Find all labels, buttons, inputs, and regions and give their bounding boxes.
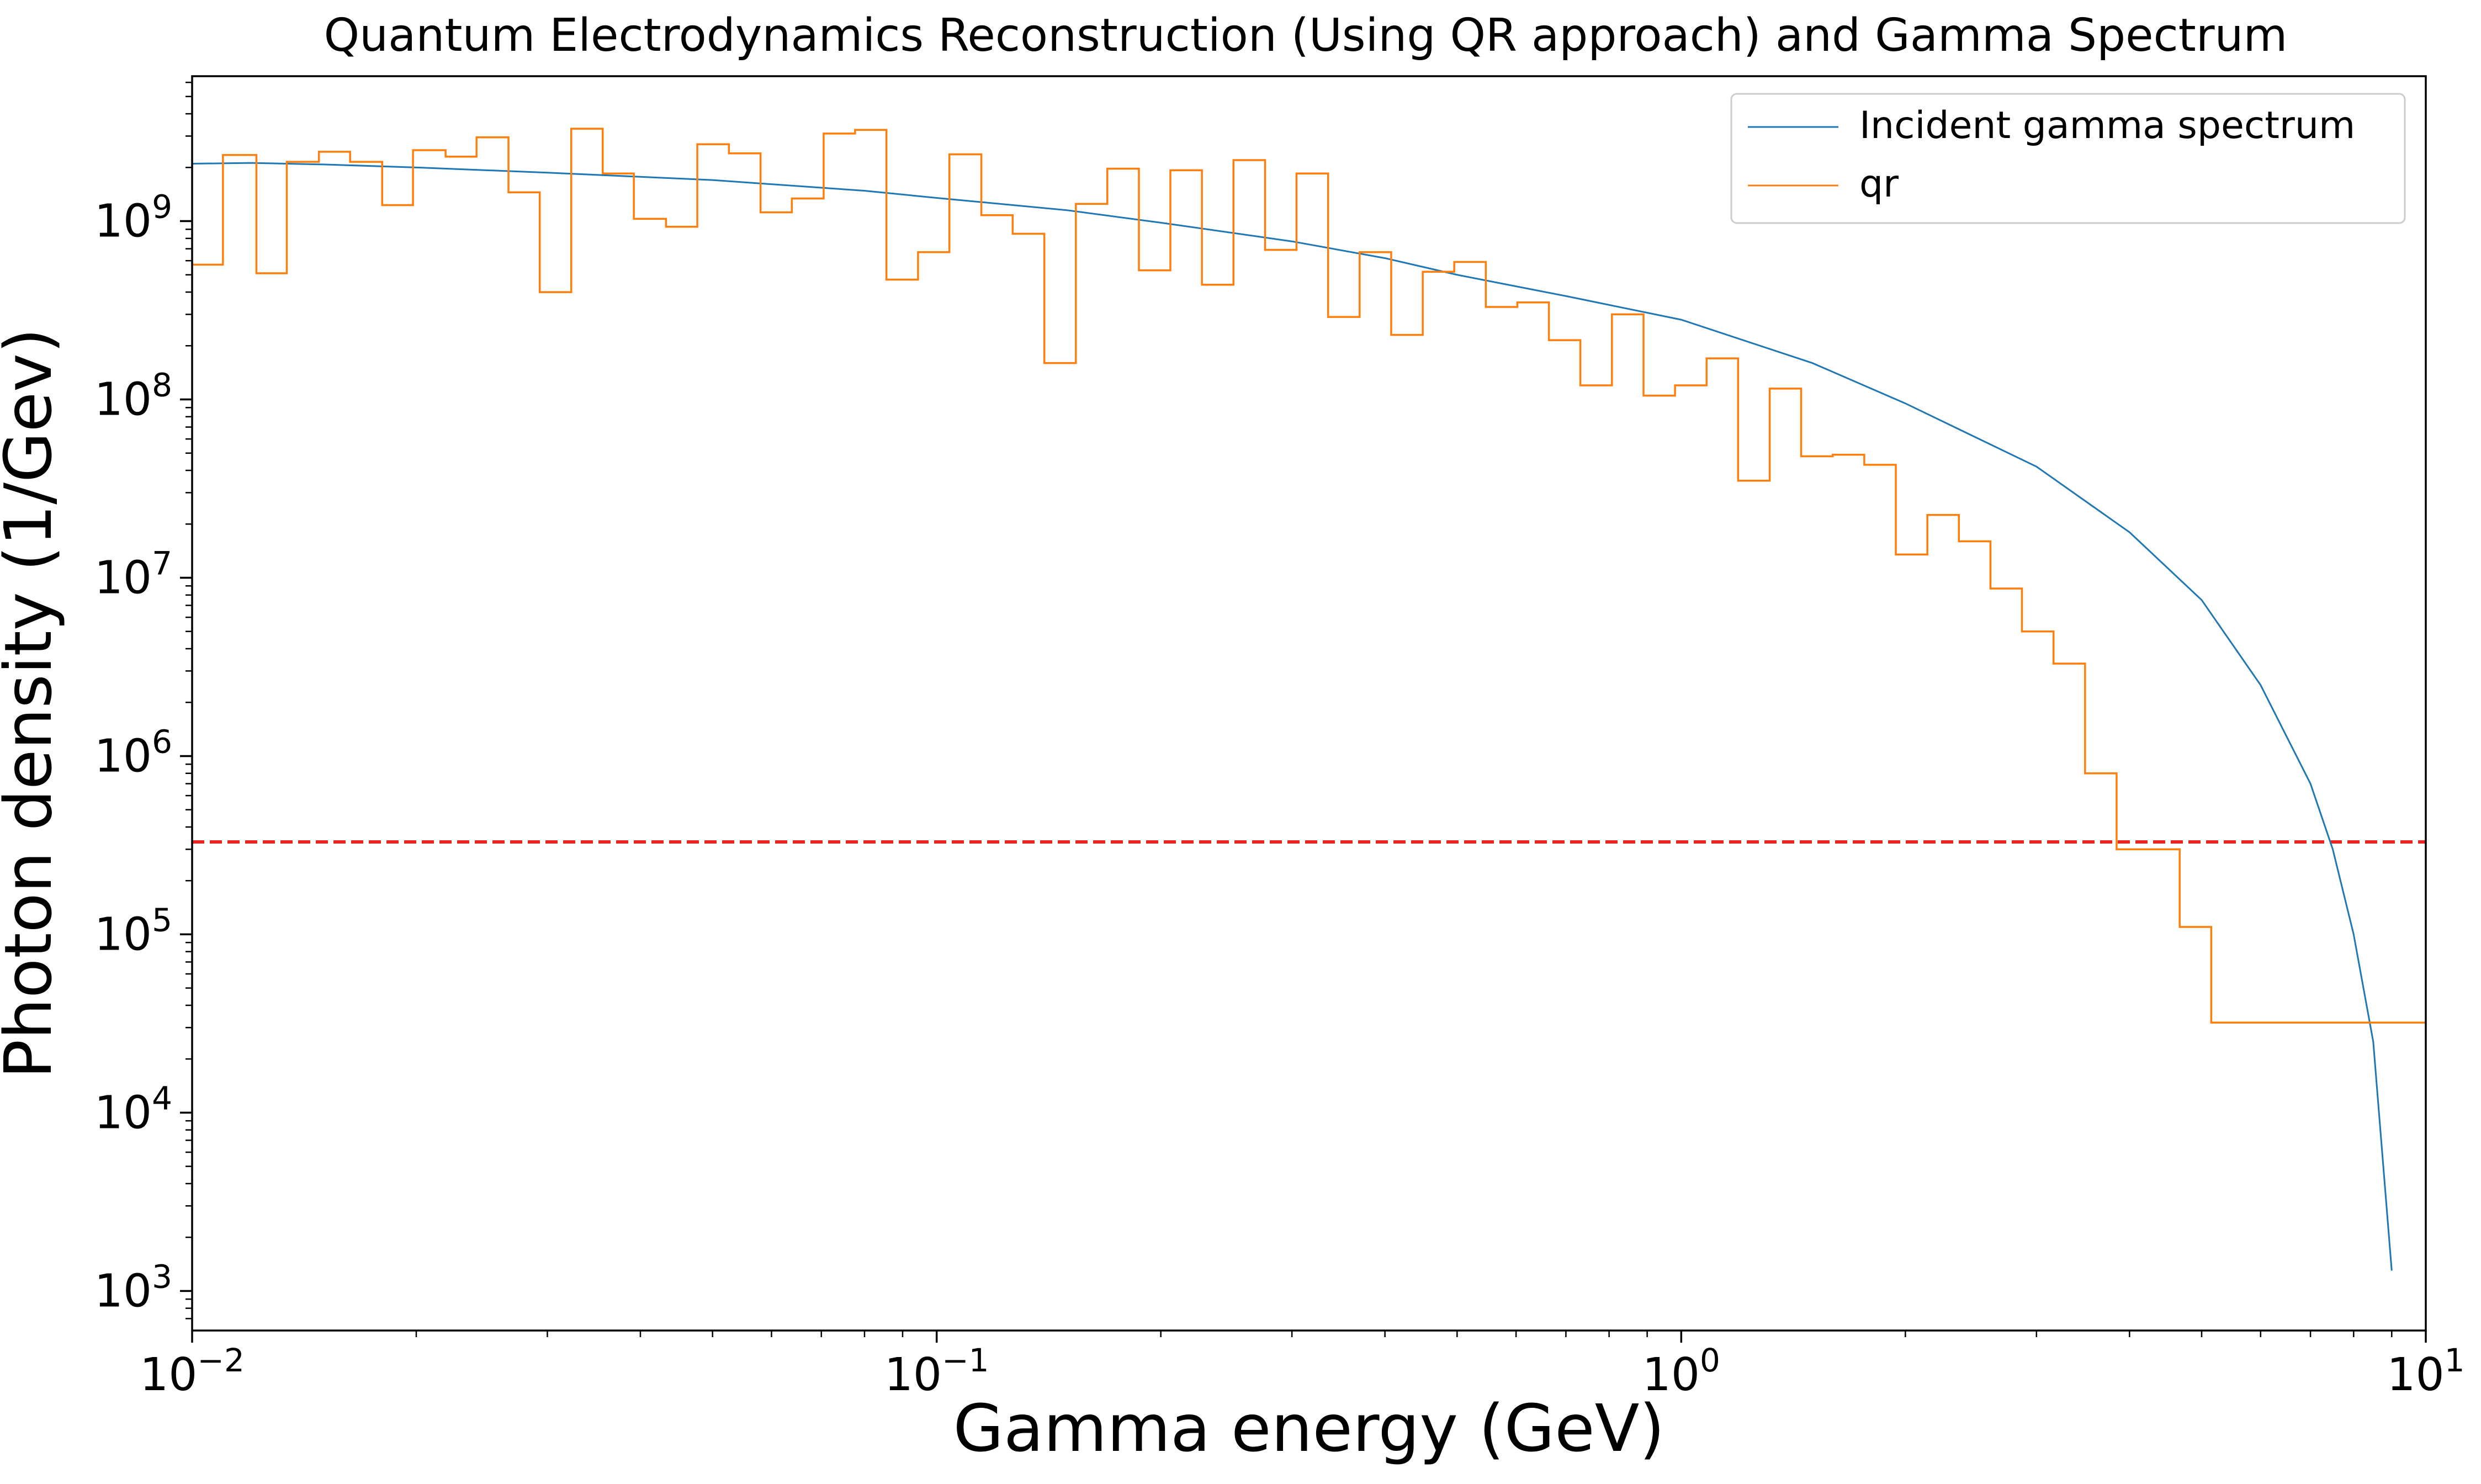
y-tick-label: 108 xyxy=(94,367,172,426)
legend: Incident gamma spectrum qr xyxy=(1730,93,2406,224)
plot-frame xyxy=(191,75,2427,1332)
y-axis-label: Photon density (1/Gev) xyxy=(0,328,66,1079)
legend-label-qr: qr xyxy=(1859,162,1899,206)
x-tick-label: 10−2 xyxy=(140,1342,245,1401)
y-tick-label: 109 xyxy=(94,188,172,248)
y-tick-label: 105 xyxy=(94,901,172,961)
y-tick-label: 103 xyxy=(94,1258,172,1317)
legend-box xyxy=(1730,93,2406,224)
x-tick-label: 101 xyxy=(2387,1342,2464,1401)
chart-title: Quantum Electrodynamics Reconstruction (… xyxy=(324,9,2288,62)
series-incident-gamma-spectrum xyxy=(192,162,2393,1271)
y-tick-label: 104 xyxy=(94,1079,172,1139)
plot-area: 10−2 10−1 100 101 103 104 105 106 107 108 109 xyxy=(94,75,2465,1401)
y-tick-label: 106 xyxy=(94,723,172,782)
x-axis-label: Gamma energy (GeV) xyxy=(953,1390,1665,1466)
legend-label-incident-gamma-spectrum: Incident gamma spectrum xyxy=(1859,104,2355,147)
ticks-layer: 10−2 10−1 100 101 103 104 105 106 107 108 109 xyxy=(94,81,2465,1401)
y-tick-label: 107 xyxy=(94,544,172,604)
x-tick-label: 10−1 xyxy=(884,1342,989,1401)
series-qr xyxy=(192,128,2426,1024)
series-layer xyxy=(192,128,2426,1271)
x-tick-label: 100 xyxy=(1642,1342,1720,1401)
